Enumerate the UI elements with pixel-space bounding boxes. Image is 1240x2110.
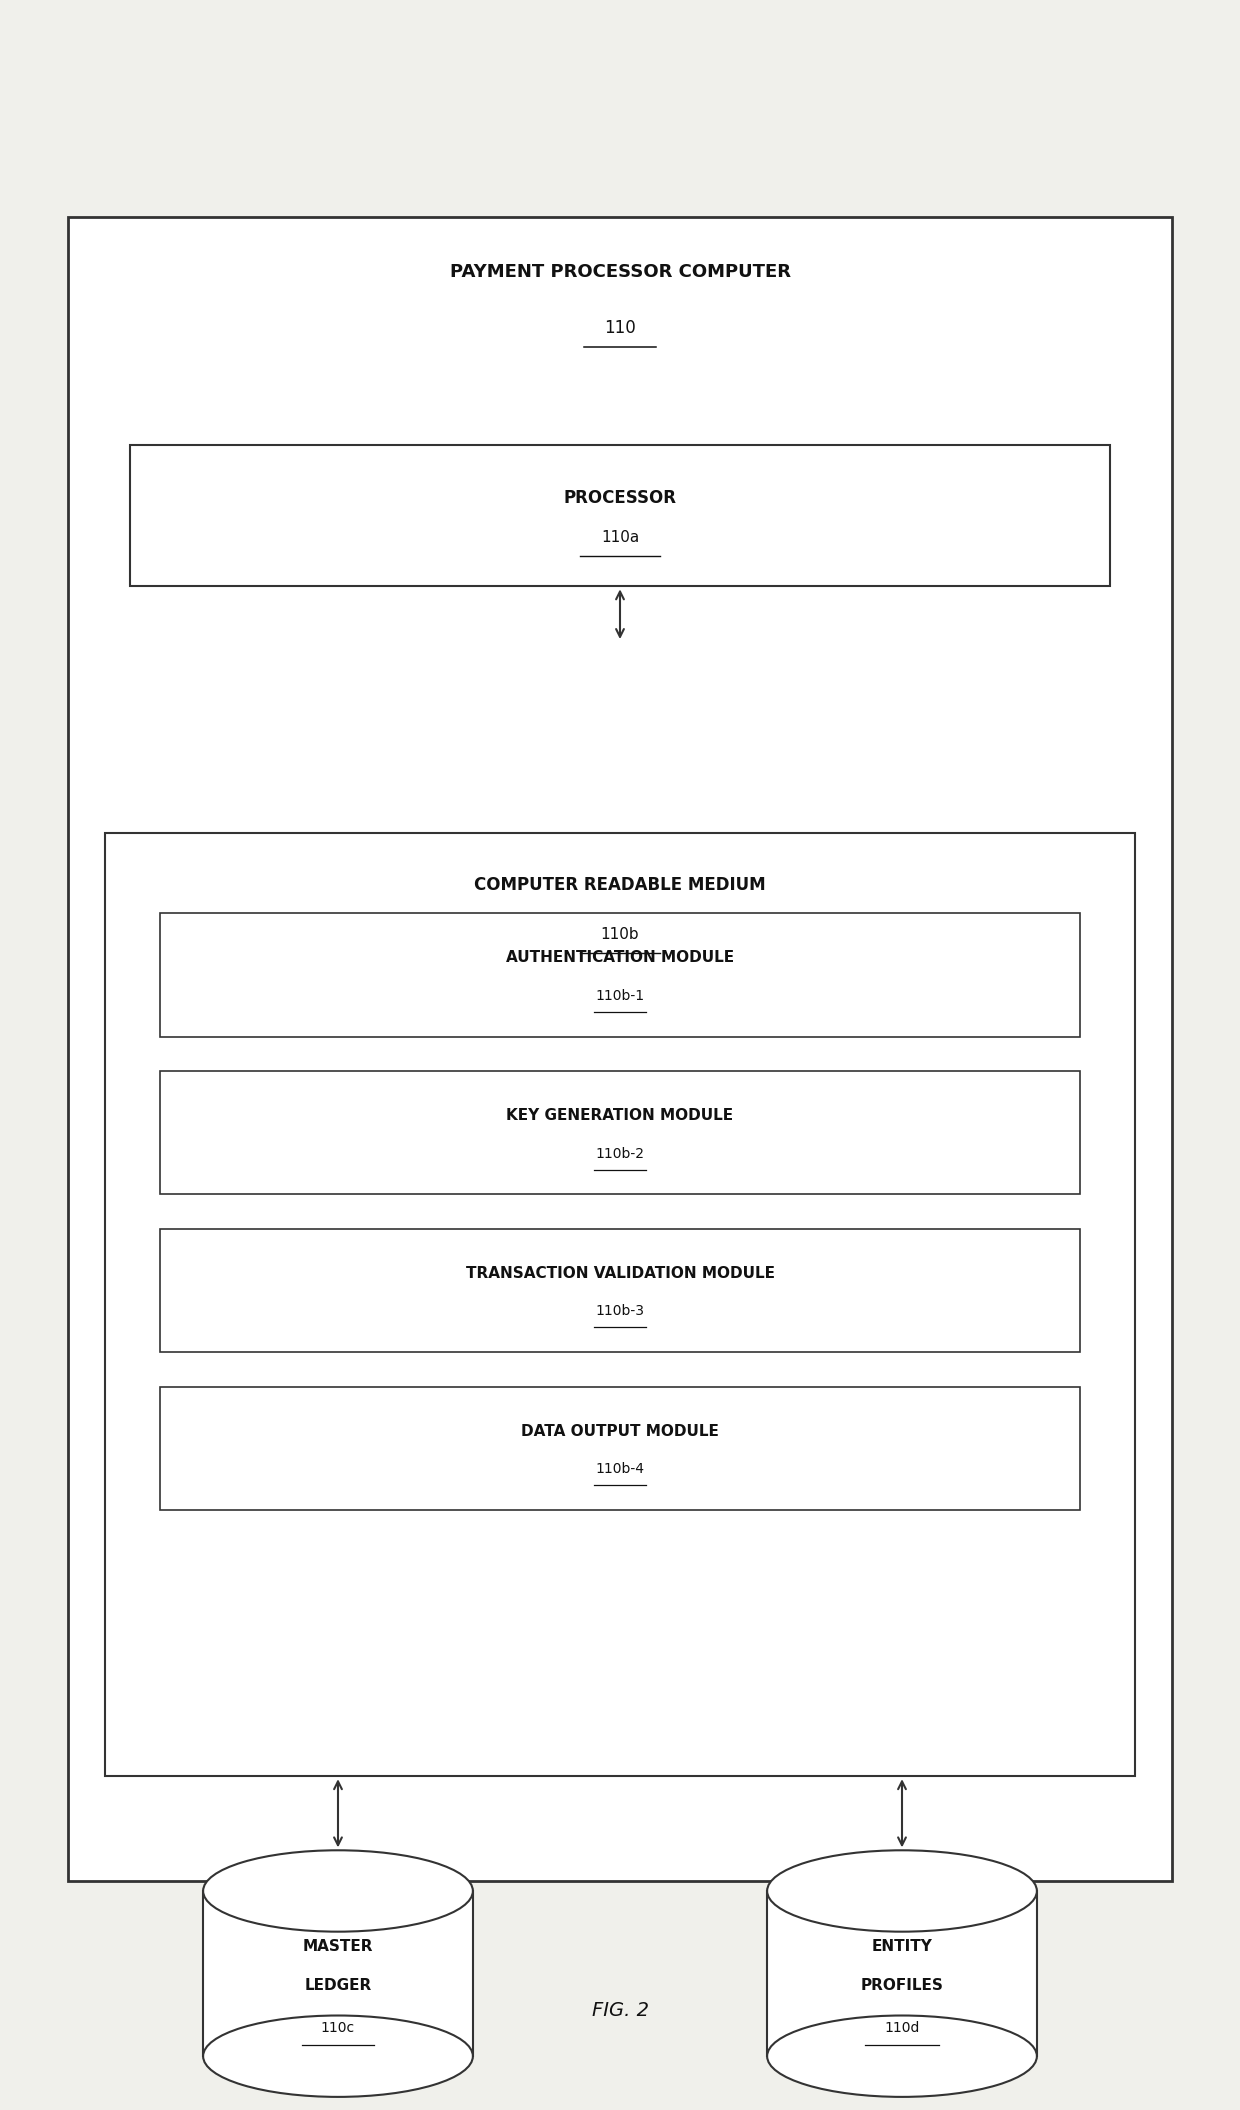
Text: PROFILES: PROFILES — [861, 1979, 944, 1994]
Ellipse shape — [768, 1850, 1037, 1931]
Text: FIG. 2: FIG. 2 — [591, 2000, 649, 2019]
Bar — [68, 217, 1172, 1882]
Text: AUTHENTICATION MODULE: AUTHENTICATION MODULE — [506, 950, 734, 964]
Text: 110d: 110d — [884, 2021, 920, 2034]
Bar — [105, 833, 1135, 1777]
Text: COMPUTER READABLE MEDIUM: COMPUTER READABLE MEDIUM — [474, 876, 766, 895]
Ellipse shape — [203, 2015, 472, 2097]
Bar — [160, 1228, 1080, 1353]
Bar — [160, 1072, 1080, 1194]
Bar — [129, 445, 1111, 587]
Text: PROCESSOR: PROCESSOR — [563, 490, 677, 506]
Text: LEDGER: LEDGER — [304, 1979, 372, 1994]
Text: DATA OUTPUT MODULE: DATA OUTPUT MODULE — [521, 1424, 719, 1439]
Text: 110b: 110b — [600, 926, 640, 941]
Text: 110b-4: 110b-4 — [595, 1462, 645, 1477]
Text: PAYMENT PROCESSOR COMPUTER: PAYMENT PROCESSOR COMPUTER — [450, 264, 791, 281]
Bar — [768, 1891, 1037, 2057]
Text: 110c: 110c — [321, 2021, 355, 2034]
Bar — [203, 1891, 472, 2057]
Text: 110b-3: 110b-3 — [595, 1304, 645, 1319]
Bar — [160, 914, 1080, 1036]
Text: 110b-1: 110b-1 — [595, 990, 645, 1002]
Text: MASTER: MASTER — [303, 1939, 373, 1954]
Text: TRANSACTION VALIDATION MODULE: TRANSACTION VALIDATION MODULE — [465, 1266, 775, 1281]
Ellipse shape — [768, 2015, 1037, 2097]
Text: 110b-2: 110b-2 — [595, 1146, 645, 1160]
Text: KEY GENERATION MODULE: KEY GENERATION MODULE — [506, 1108, 734, 1123]
Bar — [160, 1386, 1080, 1511]
Text: ENTITY: ENTITY — [872, 1939, 932, 1954]
Ellipse shape — [203, 1850, 472, 1931]
Text: 110: 110 — [604, 319, 636, 335]
Text: 110a: 110a — [601, 530, 639, 544]
